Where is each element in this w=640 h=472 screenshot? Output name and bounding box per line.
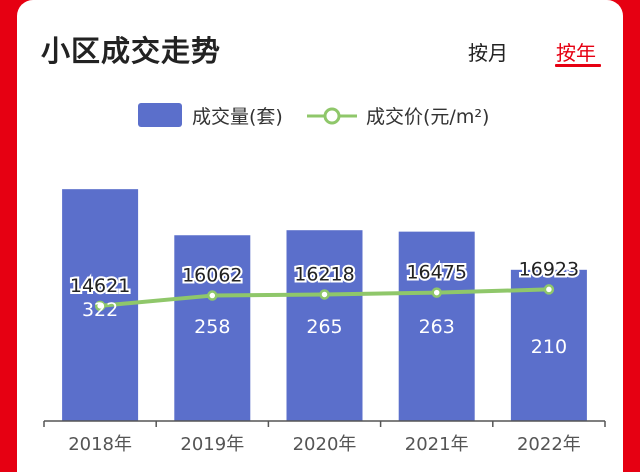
x-tick-label: 2020年 — [293, 434, 357, 455]
price-data-label: 14621 — [70, 275, 130, 297]
tab-active-underline — [555, 64, 601, 67]
price-point — [94, 300, 106, 312]
bar — [174, 235, 251, 421]
legend-label-price: 成交价(元/m²) — [366, 106, 489, 128]
bar — [510, 269, 587, 421]
legend-swatch-volume — [138, 103, 182, 127]
volume-data-label: 258 — [194, 316, 230, 338]
price-data-label: 16923 — [519, 258, 579, 280]
tab-by-year[interactable]: 按年 — [556, 41, 596, 65]
bar — [398, 231, 475, 421]
tab-by-month[interactable]: 按月 — [468, 41, 508, 65]
price-point — [319, 289, 330, 300]
chart-card: 小区成交走势 按月 按年 成交量(套) 成交价(元/m²) 2018年 2019年… — [17, 0, 623, 472]
price-point — [431, 287, 442, 298]
bar — [286, 230, 363, 421]
price-data-label: 16475 — [406, 262, 466, 284]
price-data-label: 16218 — [294, 263, 354, 285]
price-point — [207, 290, 218, 301]
volume-data-label: 210 — [531, 336, 567, 358]
price-data-label: 16062 — [182, 265, 242, 287]
page-title: 小区成交走势 — [41, 34, 222, 68]
legend: 成交量(套) 成交价(元/m²) — [138, 103, 489, 128]
trend-chart: 成交量(套) 成交价(元/m²) 2018年 2019年 2020年 2021年 202… — [43, 103, 606, 455]
legend-marker-price — [323, 107, 341, 125]
x-tick-label: 2019年 — [180, 434, 244, 455]
x-tick-label: 2021年 — [405, 434, 469, 455]
volume-data-label: 265 — [306, 316, 342, 338]
x-tick-label: 2018年 — [68, 434, 132, 455]
x-tick-label: 2022年 — [517, 434, 581, 455]
volume-data-label: 322 — [82, 299, 118, 321]
volume-data-label: 263 — [419, 316, 455, 338]
price-point — [543, 284, 555, 295]
plot-area: 2018年 2019年 2020年 2021年 2022年 322 258 265 263 210… — [43, 189, 606, 455]
legend-label-volume: 成交量(套) — [192, 106, 283, 128]
